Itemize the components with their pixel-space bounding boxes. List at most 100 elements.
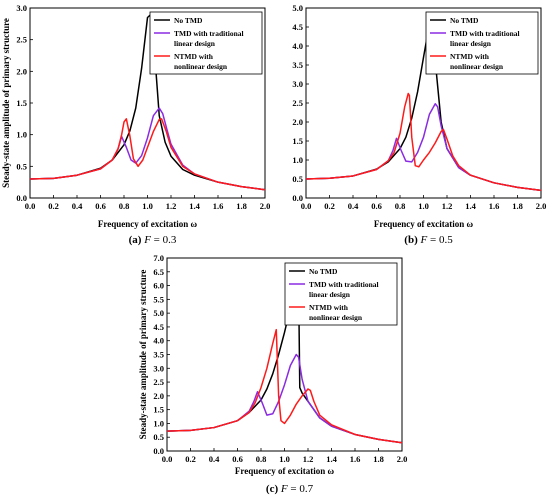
x-tick-label: 0.0 — [162, 454, 173, 464]
x-tick-label: 0.6 — [95, 201, 106, 211]
y-tick-label: 5.5 — [153, 294, 164, 304]
y-tick-label: 3.0 — [153, 363, 164, 373]
x-tick-label: 0.6 — [371, 201, 382, 211]
y-tick-label: 3.5 — [153, 350, 164, 360]
y-tick-label: 0.0 — [153, 446, 164, 456]
legend-box — [284, 262, 398, 326]
y-tick-label: 2.0 — [16, 66, 27, 76]
x-axis-label: Frequency of excitation ω — [374, 219, 474, 229]
legend-box — [425, 11, 539, 75]
y-tick-label: 5.0 — [153, 308, 164, 318]
y-tick-label: 0.5 — [292, 174, 303, 184]
x-tick-label: 1.2 — [303, 454, 314, 464]
y-tick-label: 1.5 — [16, 98, 27, 108]
x-tick-label: 0.0 — [25, 201, 36, 211]
x-tick-label: 0.0 — [301, 201, 312, 211]
y-tick-label: 5.0 — [292, 3, 303, 13]
chart-panel-1: 0.0 0.2 0.4 0.6 0.8 1.0 1.2 1.4 1.6 1.8 2.0 0.0 0.5 1… — [1, 3, 270, 246]
y-tick-label: 1.0 — [153, 418, 164, 428]
legend-label-tmd: linear design — [309, 290, 351, 299]
legend-label-ntmd: NTMD with — [450, 52, 490, 61]
y-axis-label: Steady-state amplitude of primary struct… — [138, 270, 148, 440]
legend-label-no-tmd: No TMD — [450, 16, 479, 25]
x-tick-label: 2.0 — [536, 201, 547, 211]
x-tick-label: 0.8 — [119, 201, 130, 211]
x-tick-label: 0.4 — [72, 201, 83, 211]
legend-label-tmd: TMD with traditional — [174, 29, 244, 38]
legend-box — [149, 11, 263, 75]
legend-label-tmd: TMD with traditional — [309, 280, 379, 289]
x-tick-label: 1.8 — [236, 201, 247, 211]
x-tick-label: 0.8 — [256, 454, 267, 464]
x-tick-label: 1.8 — [373, 454, 384, 464]
x-tick-label: 0.6 — [232, 454, 243, 464]
x-tick-label: 0.2 — [48, 201, 59, 211]
y-tick-label: 0.0 — [16, 193, 27, 203]
y-tick-label: 2.5 — [153, 377, 164, 387]
y-tick-label: 3.5 — [292, 60, 303, 70]
panel-caption: (b) F = 0.5 — [404, 234, 453, 246]
x-tick-label: 1.8 — [512, 201, 523, 211]
y-tick-label: 1.0 — [292, 155, 303, 165]
chart-panel-3: 0.0 0.2 0.4 0.6 0.8 1.0 1.2 1.4 1.6 1.8 2.0 0.0 0.5 1… — [138, 253, 407, 495]
series-line-ntmd-nonlinear — [166, 328, 403, 444]
y-tick-label: 0.5 — [16, 161, 27, 171]
legend-label-ntmd: NTMD with — [309, 303, 349, 312]
legend-label-ntmd: nonlinear design — [450, 62, 504, 71]
y-tick-label: 0.5 — [153, 432, 164, 442]
x-tick-label: 1.6 — [350, 454, 361, 464]
x-tick-label: 1.2 — [166, 201, 177, 211]
legend-label-tmd: TMD with traditional — [450, 29, 520, 38]
x-axis-label: Frequency of excitation ω — [98, 219, 198, 229]
y-tick-label: 4.5 — [153, 322, 164, 332]
series-line-ntmd-nonlinear — [305, 92, 542, 192]
x-tick-label: 1.0 — [279, 454, 290, 464]
chart-panel-2: 0.0 0.2 0.4 0.6 0.8 1.0 1.2 1.4 1.6 1.8 2.0 0.0 0.5 1… — [292, 3, 546, 246]
legend-label-ntmd: NTMD with — [174, 52, 214, 61]
y-tick-label: 7.0 — [153, 253, 164, 263]
y-tick-label: 1.5 — [153, 405, 164, 415]
y-tick-label: 4.0 — [292, 41, 303, 51]
y-tick-label: 0.0 — [292, 193, 303, 203]
x-tick-label: 1.4 — [326, 454, 337, 464]
y-tick-label: 1.0 — [16, 130, 27, 140]
legend-label-ntmd: nonlinear design — [309, 313, 363, 322]
y-tick-label: 2.5 — [292, 98, 303, 108]
y-tick-label: 6.5 — [153, 267, 164, 277]
x-tick-label: 1.4 — [465, 201, 476, 211]
x-tick-label: 0.2 — [324, 201, 335, 211]
x-tick-label: 1.6 — [213, 201, 224, 211]
y-tick-label: 2.5 — [16, 35, 27, 45]
x-tick-label: 0.2 — [185, 454, 196, 464]
legend-label-tmd: linear design — [174, 39, 216, 48]
legend-label-no-tmd: No TMD — [309, 267, 338, 276]
panel-caption: (c) F = 0.7 — [266, 483, 314, 495]
y-tick-label: 2.0 — [153, 391, 164, 401]
x-tick-label: 2.0 — [397, 454, 408, 464]
panel-caption: (a) F = 0.3 — [129, 234, 177, 246]
x-tick-label: 1.0 — [418, 201, 429, 211]
x-tick-label: 0.8 — [395, 201, 406, 211]
x-tick-label: 0.4 — [348, 201, 359, 211]
x-tick-label: 1.2 — [442, 201, 453, 211]
y-tick-label: 2.0 — [292, 117, 303, 127]
y-tick-label: 1.5 — [292, 136, 303, 146]
series-line-ntmd-nonlinear — [29, 118, 266, 191]
x-tick-label: 1.4 — [189, 201, 200, 211]
y-tick-label: 4.0 — [153, 336, 164, 346]
y-tick-label: 6.0 — [153, 281, 164, 291]
x-tick-label: 0.4 — [209, 454, 220, 464]
y-tick-label: 3.0 — [16, 3, 27, 13]
x-tick-label: 1.6 — [489, 201, 500, 211]
legend-label-ntmd: nonlinear design — [174, 62, 228, 71]
legend-label-tmd: linear design — [450, 39, 492, 48]
y-tick-label: 3.0 — [292, 79, 303, 89]
x-axis-label: Frequency of excitation ω — [235, 466, 335, 476]
x-tick-label: 2.0 — [260, 201, 271, 211]
y-tick-label: 4.5 — [292, 22, 303, 32]
x-tick-label: 1.0 — [142, 201, 153, 211]
